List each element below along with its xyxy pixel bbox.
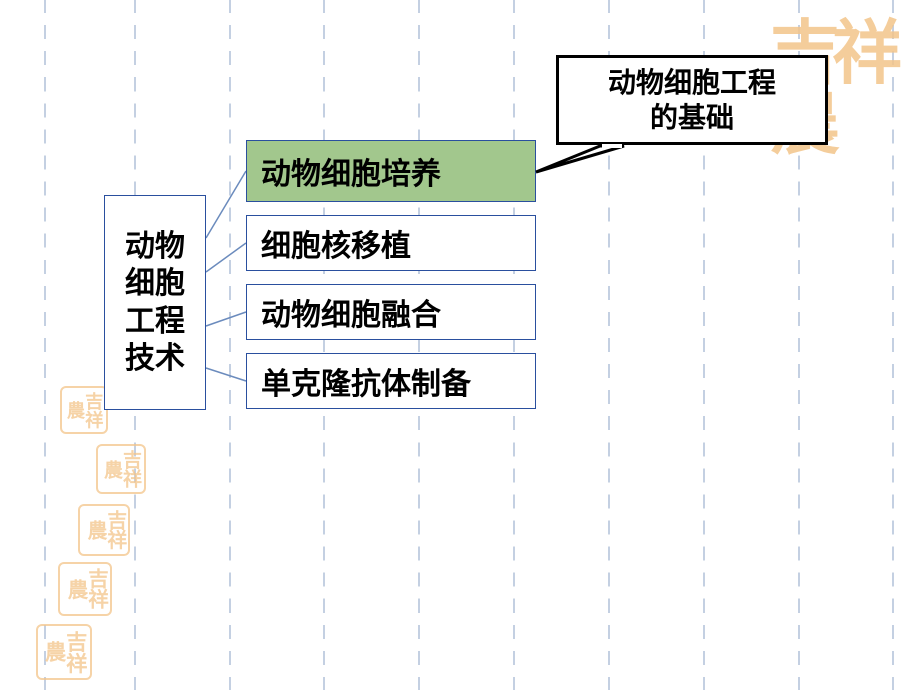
callout-tail (0, 0, 920, 690)
